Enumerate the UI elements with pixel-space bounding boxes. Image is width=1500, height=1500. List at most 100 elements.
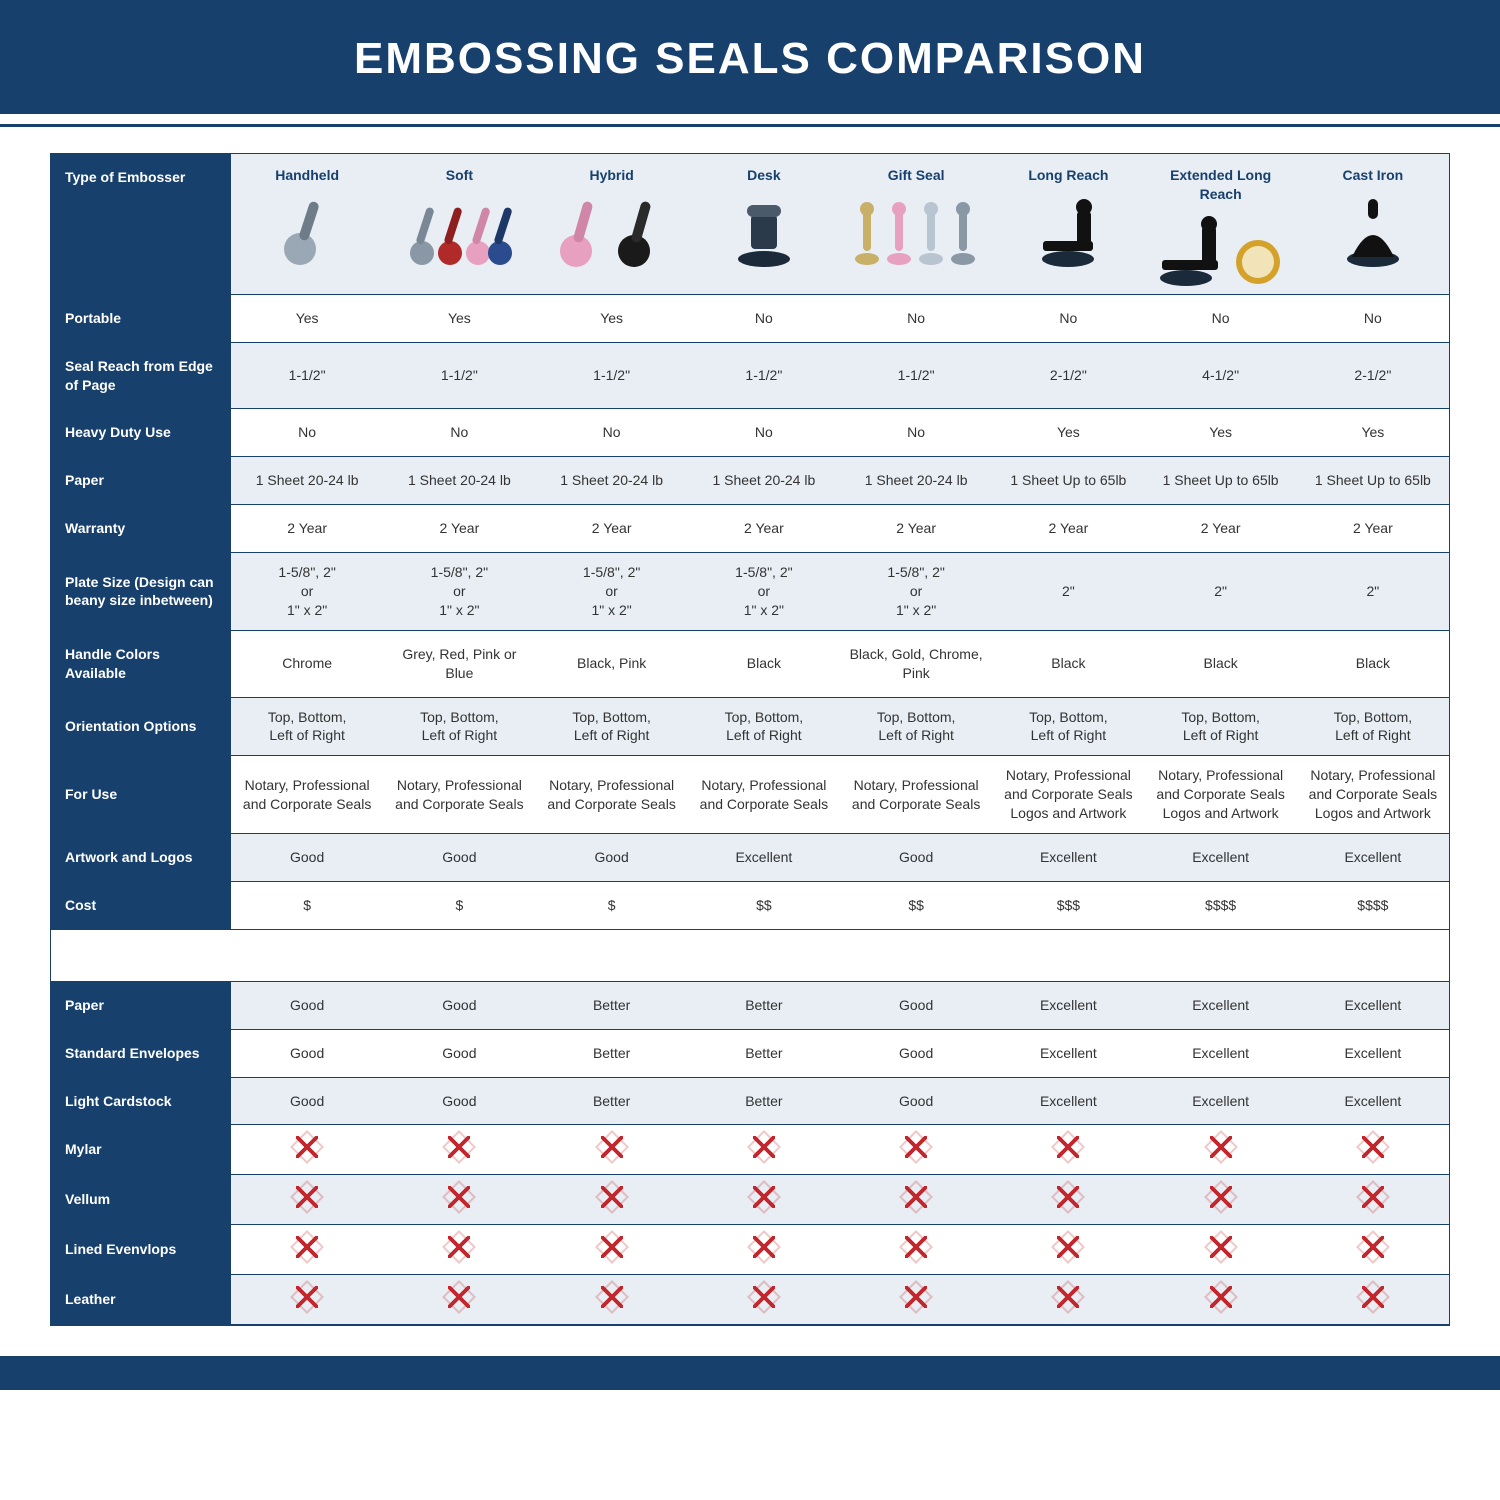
- table-cell: [1145, 1275, 1297, 1325]
- table-cell: 1-1/2": [840, 342, 992, 409]
- table-cell: [840, 1225, 992, 1275]
- not-supported-icon: [1056, 1135, 1080, 1159]
- title-bar: EMBOSSING SEALS COMPARISON: [0, 0, 1500, 114]
- table-row: Paper1 Sheet 20-24 lb1 Sheet 20-24 lb1 S…: [51, 457, 1449, 505]
- not-supported-icon: [295, 1135, 319, 1159]
- table-cell: Yes: [1145, 409, 1297, 457]
- column-header: Soft: [383, 154, 535, 294]
- table-cell: Excellent: [1145, 834, 1297, 882]
- table-row: For UseNotary, Professional and Corporat…: [51, 756, 1449, 834]
- row-label: Paper: [51, 981, 231, 1029]
- header-rule: [0, 124, 1500, 127]
- table-row: PortableYesYesYesNoNoNoNoNo: [51, 294, 1449, 342]
- table-cell: 1-1/2": [688, 342, 840, 409]
- table-cell: No: [1145, 294, 1297, 342]
- table-cell: Better: [688, 1029, 840, 1077]
- table-cell: [992, 1225, 1144, 1275]
- table-cell: [1145, 1125, 1297, 1175]
- row-label: Seal Reach from Edge of Page: [51, 342, 231, 409]
- not-supported-icon: [752, 1135, 776, 1159]
- table-cell: Yes: [1297, 409, 1449, 457]
- table-row: Heavy Duty UseNoNoNoNoNoYesYesYes: [51, 409, 1449, 457]
- table-cell: Black: [688, 630, 840, 697]
- table-row: Orientation OptionsTop, Bottom,Left of R…: [51, 697, 1449, 756]
- table-cell: Better: [688, 981, 840, 1029]
- table-cell: Better: [536, 1029, 688, 1077]
- not-supported-icon: [447, 1235, 471, 1259]
- table-cell: [688, 1175, 840, 1225]
- row-label: Plate Size (Design can beany size inbetw…: [51, 553, 231, 631]
- table-cell: 4-1/2": [1145, 342, 1297, 409]
- table-row: Seal Reach from Edge of Page 1-1/2"1-1/2"…: [51, 342, 1449, 409]
- table-cell: $$$$: [1145, 881, 1297, 929]
- embosser-thumb-icon: [996, 189, 1140, 269]
- not-supported-icon: [447, 1135, 471, 1159]
- table-cell: Top, Bottom,Left of Right: [1297, 697, 1449, 756]
- table-cell: No: [688, 409, 840, 457]
- not-supported-icon: [1209, 1185, 1233, 1209]
- table-cell: Top, Bottom,Left of Right: [840, 697, 992, 756]
- embosser-thumb-icon: [1301, 189, 1445, 269]
- table-row: Warranty2 Year2 Year2 Year2 Year2 Year2 …: [51, 505, 1449, 553]
- section-header-row: FOR EMBOSSING ON: [51, 929, 1449, 981]
- column-label: Handheld: [235, 166, 379, 185]
- table-cell: [231, 1125, 383, 1175]
- column-header: Handheld: [231, 154, 383, 294]
- table-cell: Notary, Professional and Corporate Seals: [536, 756, 688, 834]
- comparison-sheet: Type of Embosser Handheld Soft Hybrid De…: [50, 153, 1450, 1326]
- table-cell: Good: [383, 1029, 535, 1077]
- table-body-materials: PaperGoodGoodBetterBetterGoodExcellentEx…: [51, 981, 1449, 1324]
- table-cell: No: [383, 409, 535, 457]
- table-cell: 2 Year: [1145, 505, 1297, 553]
- column-label: Hybrid: [540, 166, 684, 185]
- table-cell: Yes: [383, 294, 535, 342]
- table-cell: 2 Year: [383, 505, 535, 553]
- table-cell: [1145, 1175, 1297, 1225]
- table-cell: Good: [840, 981, 992, 1029]
- table-cell: [688, 1125, 840, 1175]
- table-row: Handle Colors AvailableChromeGrey, Red, …: [51, 630, 1449, 697]
- not-supported-icon: [1361, 1185, 1385, 1209]
- not-supported-icon: [295, 1235, 319, 1259]
- row-label: Paper: [51, 457, 231, 505]
- column-label: Desk: [692, 166, 836, 185]
- table-cell: 1-5/8", 2"or1" x 2": [231, 553, 383, 631]
- table-cell: 1 Sheet 20-24 lb: [231, 457, 383, 505]
- embosser-thumb-icon: [1149, 208, 1293, 288]
- not-supported-icon: [752, 1185, 776, 1209]
- table-cell: $$: [840, 881, 992, 929]
- table-cell: 2 Year: [1297, 505, 1449, 553]
- column-label: Gift Seal: [844, 166, 988, 185]
- table-cell: Better: [688, 1077, 840, 1125]
- table-cell: Top, Bottom,Left of Right: [383, 697, 535, 756]
- column-header: Hybrid: [536, 154, 688, 294]
- table-cell: [536, 1125, 688, 1175]
- table-cell: 1 Sheet Up to 65lb: [1145, 457, 1297, 505]
- table-cell: 2": [1145, 553, 1297, 631]
- table-cell: 1-5/8", 2"or1" x 2": [383, 553, 535, 631]
- table-cell: [1297, 1275, 1449, 1325]
- table-cell: Notary, Professional and Corporate Seals: [688, 756, 840, 834]
- table-cell: [231, 1275, 383, 1325]
- table-cell: $$: [688, 881, 840, 929]
- table-cell: Better: [536, 981, 688, 1029]
- row-label: Mylar: [51, 1125, 231, 1175]
- table-cell: 1-5/8", 2"or1" x 2": [536, 553, 688, 631]
- table-cell: Good: [840, 1029, 992, 1077]
- table-cell: Notary, Professional and Corporate Seals: [231, 756, 383, 834]
- embosser-thumb-icon: [692, 189, 836, 269]
- footer-bar: [0, 1356, 1500, 1390]
- table-row: Standard EnvelopesGoodGoodBetterBetterGo…: [51, 1029, 1449, 1077]
- table-cell: Better: [536, 1077, 688, 1125]
- column-header: Cast Iron: [1297, 154, 1449, 294]
- row-label: Light Cardstock: [51, 1077, 231, 1125]
- table-cell: 1 Sheet 20-24 lb: [383, 457, 535, 505]
- table-cell: [536, 1275, 688, 1325]
- row-label: For Use: [51, 756, 231, 834]
- not-supported-icon: [904, 1285, 928, 1309]
- table-row: Leather: [51, 1275, 1449, 1325]
- table-row: Mylar: [51, 1125, 1449, 1175]
- table-row: Light CardstockGoodGoodBetterBetterGoodE…: [51, 1077, 1449, 1125]
- table-cell: No: [1297, 294, 1449, 342]
- table-cell: Top, Bottom,Left of Right: [992, 697, 1144, 756]
